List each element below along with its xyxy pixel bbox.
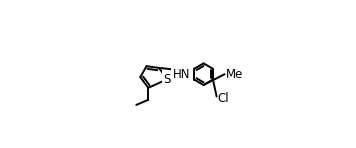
Text: HN: HN (173, 68, 190, 81)
Text: S: S (163, 73, 171, 86)
Text: Cl: Cl (218, 92, 229, 105)
Text: Me: Me (226, 68, 243, 81)
